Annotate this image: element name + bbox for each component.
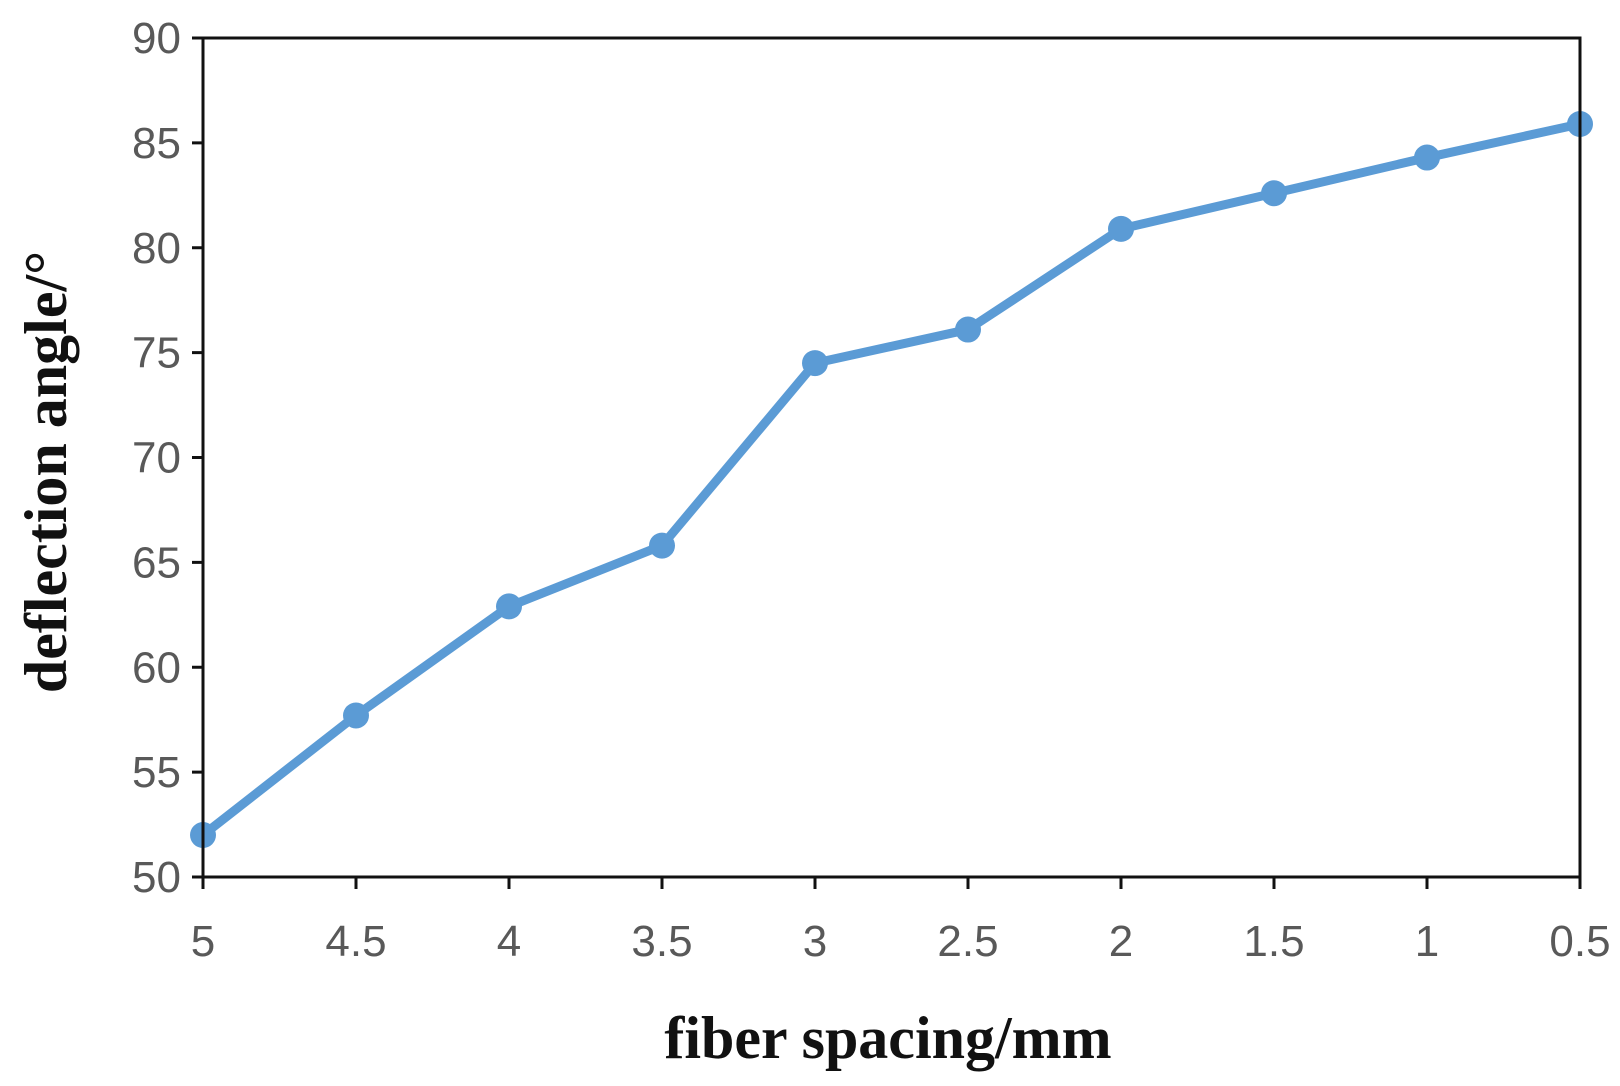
- data-point: [1261, 180, 1287, 207]
- data-point: [1108, 215, 1134, 242]
- y-tick-label: 65: [132, 538, 181, 587]
- x-tick-label: 4.5: [325, 917, 386, 966]
- x-tick-label: 3.5: [631, 917, 692, 966]
- y-axis-ticks: 50 55 60 65 70 75 80 85 90: [132, 14, 203, 902]
- x-tick-label: 1: [1415, 917, 1439, 966]
- x-tick-label: 1.5: [1243, 917, 1304, 966]
- series-line: [198, 119, 1585, 840]
- y-tick-label: 55: [132, 748, 181, 797]
- y-tick-label: 85: [132, 119, 181, 168]
- data-point: [955, 316, 981, 343]
- y-tick-label: 75: [132, 329, 181, 378]
- plot-frame: [201, 36, 1582, 879]
- y-tick-label: 60: [132, 643, 181, 692]
- x-axis-title: fiber spacing/mm: [664, 1005, 1111, 1071]
- y-axis-title: deflection angle/°: [13, 251, 79, 693]
- data-point: [802, 350, 828, 377]
- x-tick-label: 2: [1109, 917, 1133, 966]
- x-tick-label: 5: [191, 917, 215, 966]
- x-tick-label: 3: [803, 917, 827, 966]
- data-point: [343, 702, 369, 729]
- series-layer: [190, 110, 1593, 849]
- y-tick-label: 50: [132, 853, 181, 902]
- data-point: [649, 532, 675, 559]
- x-tick-label: 4: [497, 917, 521, 966]
- data-point: [1414, 144, 1440, 171]
- x-axis-ticks: 5 4.5 4 3.5 3 2.5 2 1.5 1 0.5: [191, 877, 1611, 966]
- y-tick-label: 90: [132, 14, 181, 63]
- x-tick-label: 0.5: [1549, 917, 1610, 966]
- y-tick-label: 70: [132, 434, 181, 483]
- data-point: [496, 593, 522, 620]
- y-tick-label: 80: [132, 224, 181, 273]
- x-tick-label: 2.5: [937, 917, 998, 966]
